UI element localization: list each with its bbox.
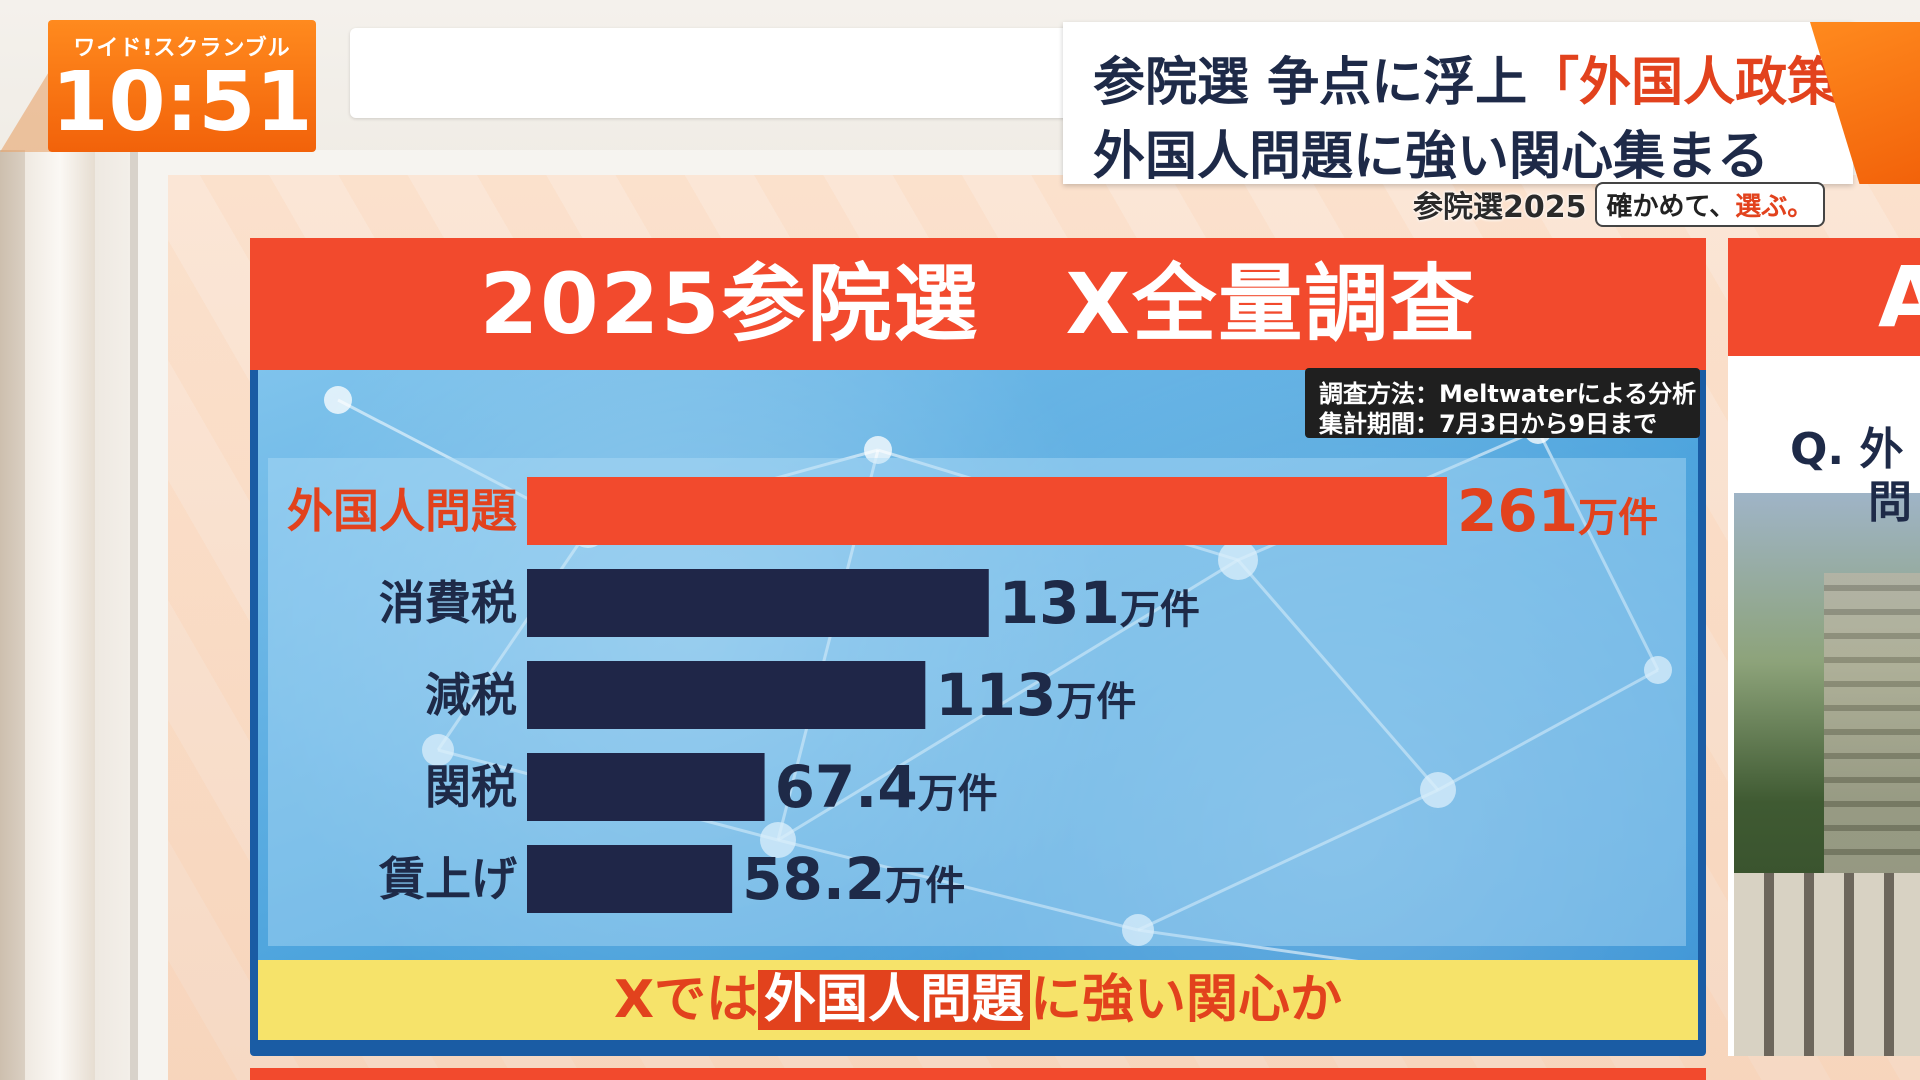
diet-building-photo bbox=[1734, 493, 1920, 1056]
headline-line-2: 外国人問題に強い関心集まる bbox=[1093, 127, 1770, 187]
panel-title: 2025参院選 X全量調査 bbox=[479, 255, 1477, 353]
adjacent-panel: A Q. 外 問 bbox=[1728, 238, 1920, 1056]
tagline-slogan-prefix: 確かめて、 bbox=[1606, 191, 1736, 222]
election-tagline: 参院選2025 確かめて、選ぶ。 bbox=[1413, 181, 1826, 227]
adjacent-panel-title: A bbox=[1878, 248, 1920, 346]
value-label-3: 67.4万件 bbox=[775, 753, 998, 821]
building-tower bbox=[1824, 573, 1920, 873]
clock-decoration bbox=[0, 70, 50, 152]
studio-wall bbox=[0, 150, 130, 1080]
panel-title-bar bbox=[250, 238, 1706, 370]
conclusion-bar: Xでは 外国人問題 に強い関心か bbox=[258, 960, 1698, 1040]
category-label-4: 賃上げ bbox=[378, 852, 517, 906]
bar-1 bbox=[527, 569, 989, 637]
value-label-0: 261万件 bbox=[1457, 477, 1658, 545]
panel-bottom-strip bbox=[250, 1068, 1706, 1080]
value-label-4: 58.2万件 bbox=[742, 845, 965, 913]
adjacent-panel-title-bar: A bbox=[1728, 238, 1920, 356]
category-label-2: 減税 bbox=[425, 668, 517, 722]
studio-top-panel bbox=[350, 28, 1070, 118]
value-label-1: 131万件 bbox=[999, 569, 1200, 637]
adjacent-question-line-1: Q. 外 bbox=[1790, 424, 1904, 475]
conclusion-highlight: 外国人問題 bbox=[758, 970, 1031, 1030]
conclusion-suffix: に強い関心か bbox=[1030, 970, 1343, 1030]
bar-3 bbox=[527, 753, 765, 821]
adjacent-question-line-2: 問 bbox=[1868, 477, 1912, 528]
tagline-slogan: 確かめて、選ぶ。 bbox=[1594, 181, 1826, 227]
tagline-election: 参院選2025 bbox=[1413, 190, 1587, 225]
show-name: ワイド!スクランブル bbox=[73, 36, 291, 61]
bar-0 bbox=[527, 477, 1447, 545]
bar-4 bbox=[527, 845, 733, 913]
studio-pillar bbox=[25, 150, 95, 1080]
category-label-0: 外国人問題 bbox=[287, 484, 517, 538]
category-label-3: 関税 bbox=[425, 760, 517, 814]
conclusion-prefix: Xでは bbox=[613, 970, 759, 1030]
headline-line-1-prefix: 参院選 争点に浮上 bbox=[1093, 53, 1528, 113]
survey-period: 集計期間：7月3日から9日まで bbox=[1319, 410, 1658, 438]
bar-2 bbox=[527, 661, 926, 729]
conclusion-text: Xでは 外国人問題 に強い関心か bbox=[258, 960, 1698, 1040]
survey-method-note: 調査方法：Meltwaterによる分析 集計期間：7月3日から9日まで bbox=[1305, 368, 1700, 438]
value-label-2: 113万件 bbox=[935, 661, 1136, 729]
building-facade bbox=[1734, 873, 1920, 1056]
category-label-1: 消費税 bbox=[379, 576, 517, 630]
survey-method: 調査方法：Meltwaterによる分析 bbox=[1319, 380, 1697, 408]
clock-time: 10:51 bbox=[51, 55, 313, 150]
tagline-slogan-accent: 選ぶ。 bbox=[1735, 191, 1814, 222]
program-clock: ワイド!スクランブル 10:51 bbox=[48, 20, 316, 152]
